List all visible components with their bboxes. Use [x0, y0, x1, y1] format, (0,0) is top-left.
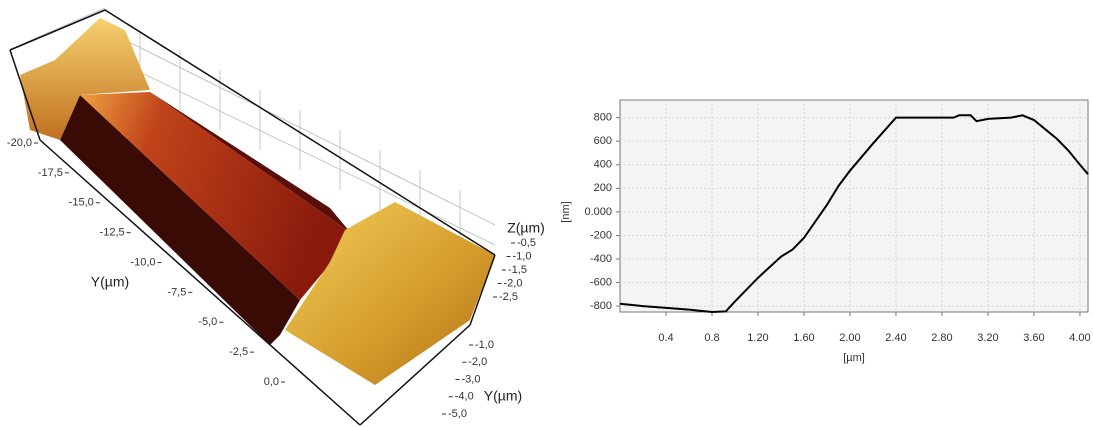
y-tick-label: 0.000	[584, 206, 612, 218]
y-tick-label: 200	[594, 182, 612, 194]
x-axis-label: [µm]	[843, 352, 865, 364]
tick-label: -17,5	[38, 167, 63, 179]
y-tick-label: -800	[590, 300, 612, 312]
tick-label: -12,5	[100, 227, 125, 239]
tick-label: -0,5	[517, 237, 536, 249]
x-tick-label: 2.80	[931, 332, 952, 344]
tick-label: -2,5	[499, 291, 518, 303]
surface-render	[9, 7, 496, 426]
x-axis-label: Y(µm)	[484, 388, 522, 404]
x-tick-label: 0.8	[704, 332, 719, 344]
tick-label: -3,0	[462, 373, 481, 385]
x-tick-label: 0.4	[658, 332, 673, 344]
tick-label: -20,0	[7, 137, 32, 149]
x-tick-label: 1.20	[747, 332, 768, 344]
x-tick-label: 3.20	[977, 332, 998, 344]
y-tick-label: -200	[590, 229, 612, 241]
x-tick-label: 4.00	[1069, 332, 1090, 344]
tick-label: -4,0	[455, 391, 474, 403]
y-tick-label: 600	[594, 135, 612, 147]
tick-label: -1,0	[475, 339, 494, 351]
y-tick-label: -400	[590, 253, 612, 265]
x-tick-label: 2.00	[839, 332, 860, 344]
plot-area	[619, 99, 1089, 313]
tick-label: -2,5	[229, 346, 248, 358]
tick-label: -2,0	[504, 277, 523, 289]
y-axis-label: [nm]	[560, 201, 572, 222]
tick-label: -7,5	[167, 286, 186, 298]
tick-label: -2,0	[468, 356, 487, 368]
x-tick-label: 2.40	[885, 332, 906, 344]
tick-label: -10,0	[130, 256, 155, 268]
x-tick-label: 3.60	[1023, 332, 1044, 344]
x-tick-label: 1.60	[793, 332, 814, 344]
tick-label: -5,0	[198, 316, 217, 328]
y-axis-label: Y(µm)	[91, 274, 129, 290]
tick-label: -5,0	[448, 408, 467, 420]
tick-label: 0,0	[264, 376, 279, 388]
y-tick-label: 800	[594, 112, 612, 124]
tick-label: -1,5	[508, 264, 527, 276]
tick-label: -15,0	[69, 197, 94, 209]
y-tick-label: -600	[590, 276, 612, 288]
profile-line	[619, 114, 1089, 314]
z-axis-label: Z(µm)	[507, 220, 545, 236]
tick-label: -1,0	[513, 250, 532, 262]
y-tick-label: 400	[594, 159, 612, 171]
